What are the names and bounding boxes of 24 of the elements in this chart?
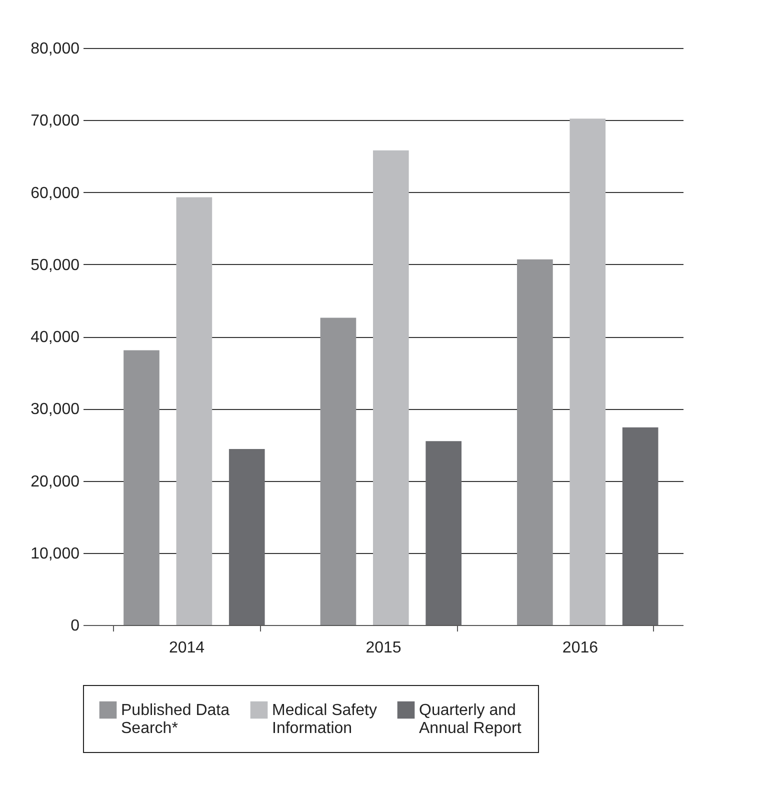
bar <box>622 427 658 625</box>
bar <box>176 197 212 625</box>
y-tick-label: 40,000 <box>30 329 80 346</box>
y-tick-label: 30,000 <box>30 401 80 418</box>
x-tick-label: 2016 <box>562 640 598 656</box>
x-tick-label: 2015 <box>366 640 402 656</box>
bar <box>517 259 553 625</box>
bar <box>372 150 409 625</box>
y-tick-label: 60,000 <box>30 184 80 202</box>
x-tick-label: 2014 <box>168 640 205 656</box>
legend-label: Medical Safety Information <box>272 702 377 737</box>
y-tick-label: 10,000 <box>30 545 80 562</box>
y-tick-label: 0 <box>70 618 80 634</box>
legend-label: Quarterly and Annual Report <box>419 702 522 737</box>
y-tick-label: 50,000 <box>30 256 80 274</box>
bar <box>320 318 356 625</box>
bar <box>426 441 462 625</box>
y-tick-label: 80,000 <box>30 40 80 58</box>
y-tick-label: 20,000 <box>30 473 80 490</box>
bar <box>228 449 265 625</box>
bar <box>570 118 606 625</box>
y-tick-label: 70,000 <box>30 112 80 130</box>
bar <box>124 350 160 625</box>
legend-label: Published Data Search* <box>121 702 230 737</box>
